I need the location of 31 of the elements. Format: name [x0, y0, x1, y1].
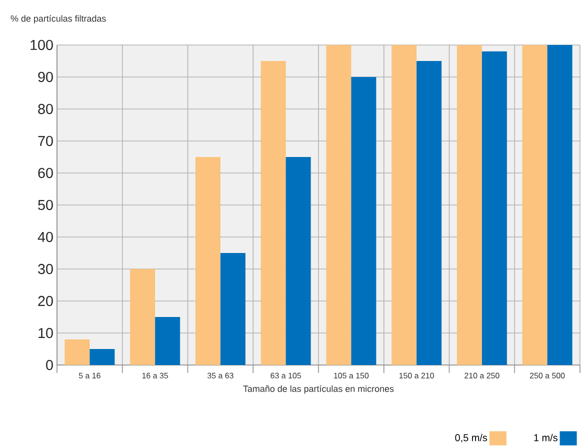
y-tick-label: 40 [38, 232, 53, 242]
legend-label: 1 m/s [534, 434, 558, 442]
y-tick-label: 50 [38, 200, 53, 210]
y-tick-label: 90 [38, 72, 53, 82]
y-tick-label: 60 [38, 168, 53, 178]
bar [90, 349, 115, 365]
bar [547, 44, 572, 365]
bar [286, 156, 311, 365]
y-tick-label: 20 [38, 296, 53, 306]
bar [260, 60, 286, 365]
bar [416, 60, 442, 365]
bar [326, 44, 352, 365]
bar [456, 44, 482, 365]
y-axis-title: % de partículas filtradas [10, 15, 106, 24]
x-axis-title: Tamaño de las partículas en micrones [243, 385, 394, 394]
bar [351, 76, 376, 365]
y-tick-label: 30 [38, 264, 53, 274]
bar [64, 339, 90, 365]
bar [130, 269, 156, 365]
bar [220, 253, 246, 365]
y-tick-label: 10 [38, 328, 53, 338]
y-tick-label: 100 [30, 40, 53, 50]
bar [522, 44, 548, 365]
y-tick-label: 70 [38, 136, 53, 146]
legend-label: 0,5 m/s [455, 434, 488, 442]
y-tick-label: 0 [46, 360, 53, 370]
bar [392, 44, 417, 365]
y-tick-label: 80 [38, 104, 53, 114]
bar [482, 51, 507, 365]
bar [195, 156, 220, 365]
bar [155, 317, 180, 365]
